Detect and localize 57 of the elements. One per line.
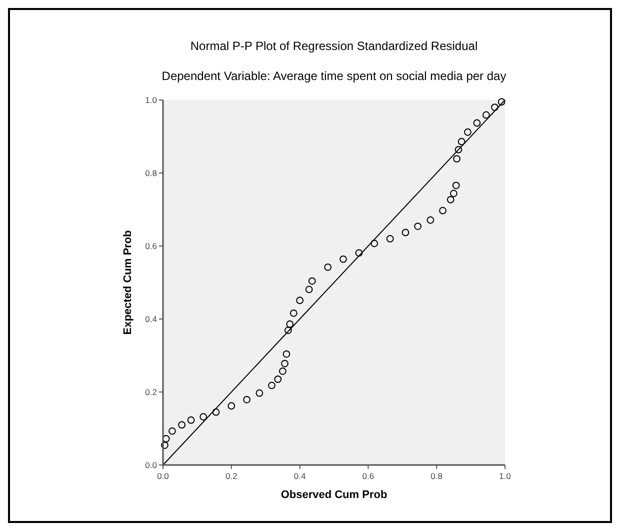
y-tick-label: 0.4	[145, 314, 158, 324]
point	[426, 216, 434, 224]
point	[305, 286, 313, 294]
point	[178, 421, 186, 429]
point	[274, 376, 282, 383]
x-axis-title: Observed Cum Prob	[280, 489, 388, 501]
point	[473, 119, 481, 127]
chart-subtitle: Dependent Variable: Average time spent on social media per day	[162, 69, 506, 83]
point	[161, 442, 168, 449]
y-tick-label: 0.6	[145, 241, 158, 251]
y-tick-label: 1.0	[145, 95, 158, 105]
point	[402, 228, 410, 236]
point	[282, 350, 290, 358]
point	[454, 146, 462, 154]
x-tick-label: 0.8	[430, 471, 443, 481]
point	[491, 104, 498, 111]
point	[324, 263, 332, 271]
point	[228, 402, 236, 410]
point	[446, 196, 454, 204]
point	[308, 277, 316, 285]
point	[340, 255, 347, 263]
chart-title: Normal P-P Plot of Regression Standardized Residual	[190, 39, 478, 53]
point	[498, 98, 506, 106]
point	[370, 240, 378, 248]
point	[281, 360, 288, 368]
point	[162, 435, 170, 442]
x-tick-label: 0.0	[157, 471, 170, 481]
point	[452, 182, 460, 190]
x-tick-label: 0.2	[225, 471, 238, 481]
point	[284, 326, 292, 334]
x-tick-label: 0.6	[362, 471, 374, 481]
point	[200, 413, 208, 421]
y-tick-label: 0.2	[145, 387, 158, 397]
point	[243, 396, 250, 404]
point	[187, 416, 195, 424]
point	[256, 389, 264, 397]
point	[290, 309, 298, 317]
point	[458, 138, 466, 146]
point	[286, 320, 294, 328]
point	[450, 190, 458, 198]
y-tick-label: 0.8	[145, 168, 158, 178]
point	[296, 296, 304, 304]
point	[414, 222, 422, 230]
y-axis-title: Expected Cum Prob	[122, 230, 134, 335]
point	[386, 235, 394, 242]
point	[279, 367, 286, 375]
point	[168, 427, 176, 435]
y-tick-label: 0.0	[145, 460, 158, 470]
point	[482, 111, 490, 119]
point	[355, 249, 363, 257]
point	[464, 128, 472, 136]
point	[453, 155, 460, 162]
x-tick-label: 0.4	[294, 471, 306, 481]
x-tick-label: 1.0	[499, 471, 512, 481]
point	[212, 408, 220, 416]
point	[439, 206, 446, 214]
point	[268, 382, 276, 390]
